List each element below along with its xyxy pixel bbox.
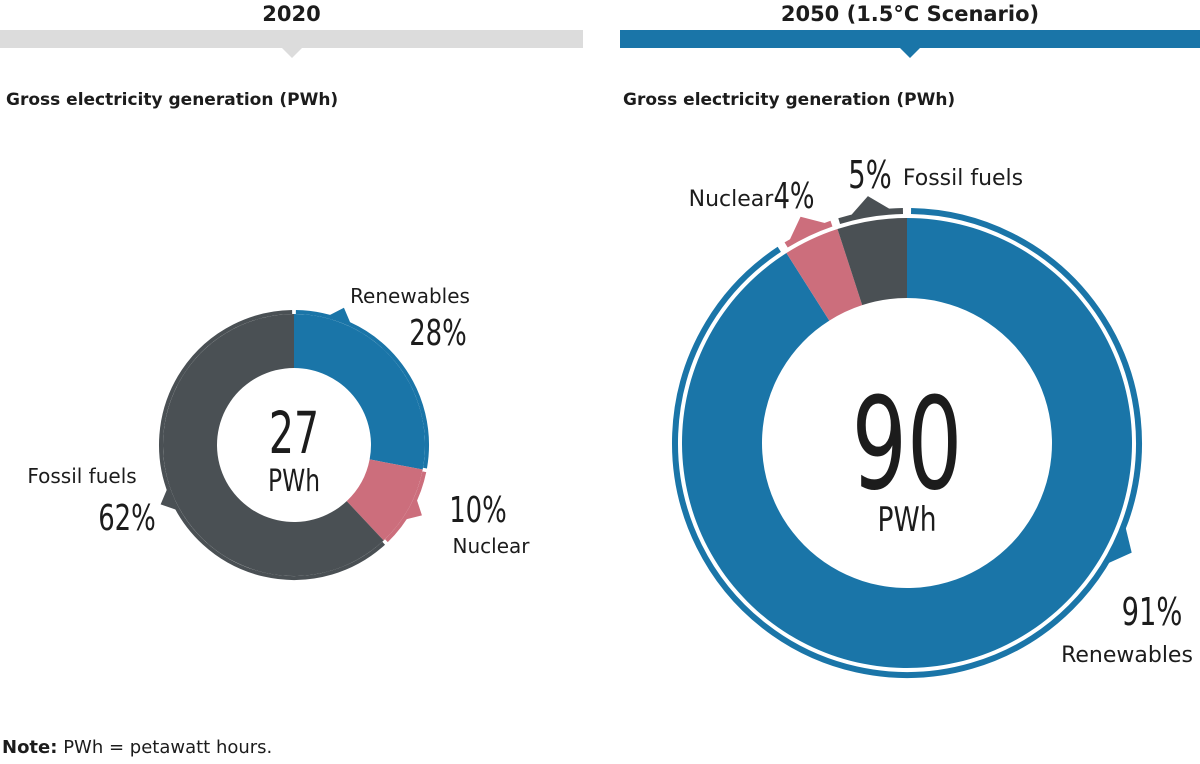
slice-0-renewables-percent: 28%: [409, 313, 467, 354]
ring-1-fossil: [838, 208, 904, 225]
pointer-1-renewables: [1107, 526, 1132, 564]
slice-0-nuclear-percent: 10%: [449, 490, 507, 531]
header-year-2020: 2020: [262, 2, 321, 26]
slice-1-fossil: [837, 218, 907, 306]
slice-0-renewables-label: Renewables: [350, 284, 470, 308]
header-bar-2020: [0, 30, 583, 48]
slice-1-nuclear-label: Nuclear: [689, 187, 775, 212]
header-pointer-2020: [281, 47, 303, 58]
pointer-1-fossil: [850, 196, 891, 216]
slice-1-nuclear: [786, 229, 863, 321]
ring-1-renewables: [672, 208, 1142, 678]
center-unit-1: PWh: [877, 501, 936, 540]
slice-1-fossil-label: Fossil fuels: [903, 166, 1023, 191]
ring-1-nuclear: [784, 220, 833, 248]
ring-0-fossil: [159, 310, 386, 580]
slice-1-renewables-percent: 91%: [1122, 589, 1183, 634]
pointer-0-nuclear: [405, 499, 422, 520]
slice-1-renewables-label: Renewables: [1061, 643, 1193, 668]
pointer-0-fossil: [160, 488, 177, 510]
pointer-1-nuclear: [789, 216, 827, 241]
note-text: PWh = petawatt hours.: [63, 737, 273, 758]
subtitle-2020: Gross electricity generation (PWh): [6, 90, 339, 110]
center-value-0: 27: [269, 399, 319, 467]
header-2020: 2020: [0, 0, 583, 60]
ring-0-renewables: [295, 310, 429, 469]
subtitle-2050: Gross electricity generation (PWh): [623, 90, 956, 110]
header-year-2050: 2050 (1.5°C Scenario): [780, 2, 1040, 26]
slice-0-fossil: [162, 314, 384, 576]
slice-1-renewables: [682, 218, 1132, 668]
ring-0-nuclear: [385, 471, 427, 543]
slice-1-fossil-percent: 5%: [848, 152, 891, 197]
note-label: Note:: [2, 737, 58, 758]
slice-0-renewables: [294, 314, 425, 470]
slice-0-fossil-label: Fossil fuels: [27, 464, 136, 488]
header-pointer-2050: [899, 47, 921, 58]
slice-0-nuclear: [346, 459, 423, 541]
header-bar-2050: [620, 30, 1200, 48]
slice-0-fossil-percent: 62%: [98, 498, 156, 539]
center-value-1: 90: [852, 369, 963, 519]
slice-0-nuclear-label: Nuclear: [453, 534, 531, 558]
header-2050: 2050 (1.5°C Scenario): [620, 0, 1200, 60]
center-unit-0: PWh: [268, 464, 320, 499]
note: Note: PWh = petawatt hours.: [2, 737, 272, 758]
slice-1-nuclear-percent: 4%: [773, 176, 814, 217]
pointer-0-renewables: [328, 307, 351, 324]
